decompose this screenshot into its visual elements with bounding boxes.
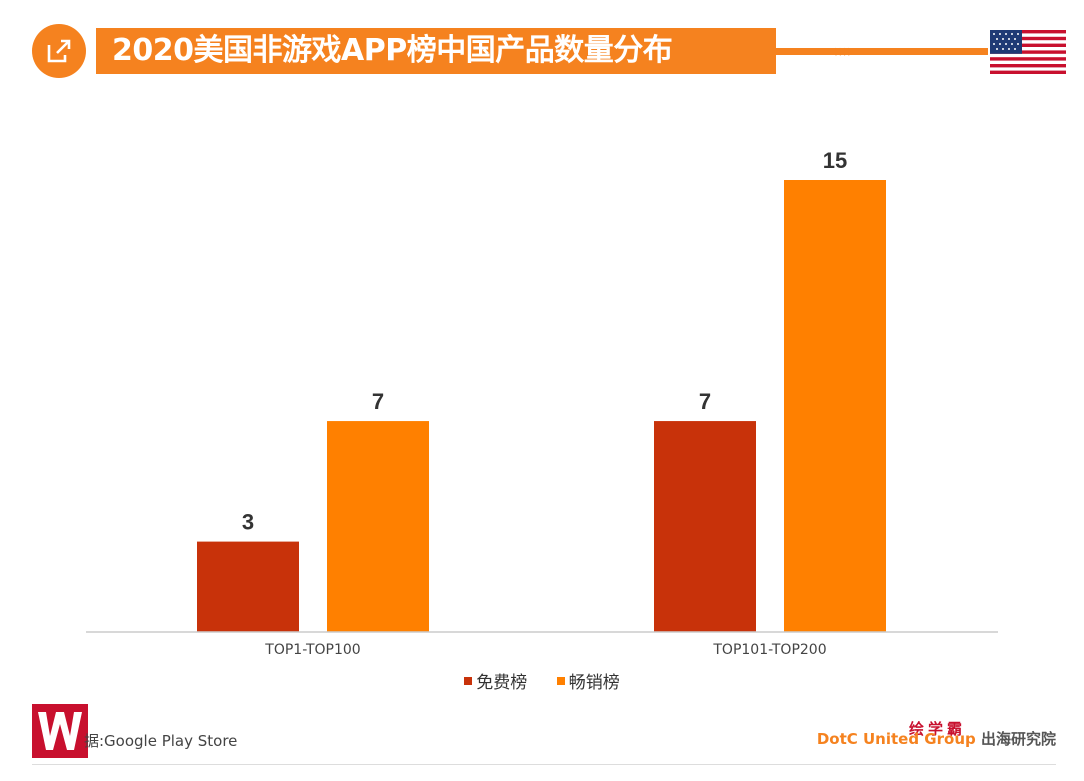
bar-grossing-1 xyxy=(327,421,429,632)
footer-divider xyxy=(32,764,1056,765)
header-bar xyxy=(96,28,776,74)
chevrons-icon: »» xyxy=(834,41,854,62)
w-logo-icon xyxy=(32,704,88,758)
source-note: 据:Google Play Store xyxy=(84,732,238,750)
header-icon-circle xyxy=(32,24,86,78)
category-label-2: TOP101-TOP200 xyxy=(712,642,826,658)
chart-legend: 免费榜 畅销榜 xyxy=(0,668,1084,693)
data-label-grossing-2: 15 xyxy=(823,148,847,173)
header-divider xyxy=(776,48,988,55)
data-label-free-2: 7 xyxy=(699,389,711,414)
bar-grossing-2 xyxy=(784,180,886,632)
brand-suffix: 出海研究院 xyxy=(980,730,1056,748)
bar-chart: 3 7 7 15 TOP1-TOP100 TOP101-TOP200 xyxy=(86,148,998,658)
legend-item-free: 免费榜 xyxy=(464,668,527,693)
brand-text: DotC United Group 出海研究院 xyxy=(817,728,1056,749)
bar-free-2 xyxy=(654,421,756,632)
us-flag-icon xyxy=(990,30,1066,74)
legend-swatch-grossing xyxy=(556,676,565,685)
legend-item-grossing: 畅销榜 xyxy=(556,668,620,693)
brand-stamp: 绘学霸 xyxy=(908,720,966,738)
page-title: 2020美国非游戏APP榜中国产品数量分布 xyxy=(112,33,673,68)
brand-name: DotC United Group xyxy=(816,730,976,748)
legend-label-free: 免费榜 xyxy=(476,673,528,693)
share-external-icon xyxy=(47,39,71,63)
data-label-grossing-1: 7 xyxy=(372,389,384,414)
bar-free-1 xyxy=(197,541,299,632)
category-label-1: TOP1-TOP100 xyxy=(264,642,360,658)
legend-swatch-free xyxy=(464,676,473,685)
data-label-free-1: 3 xyxy=(242,510,254,535)
legend-label-grossing: 畅销榜 xyxy=(568,673,620,693)
